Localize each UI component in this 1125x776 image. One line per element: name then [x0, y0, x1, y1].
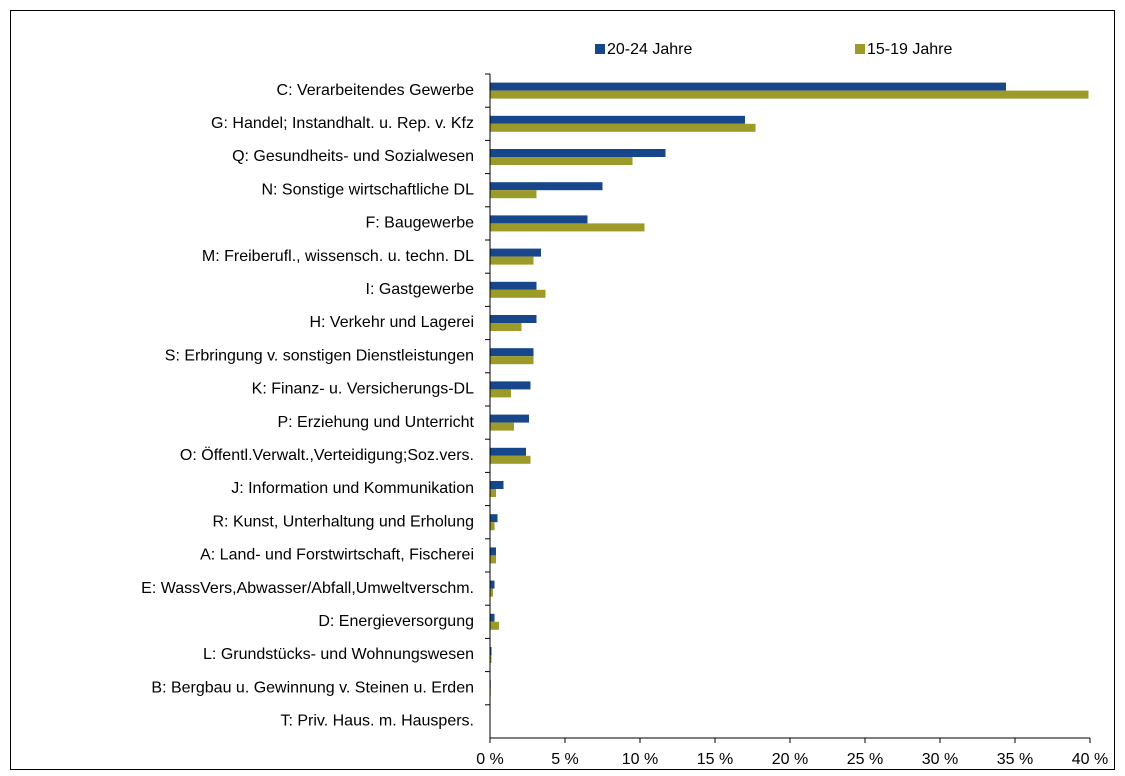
y-tick-label: E: WassVers,Abwasser/Abfall,Umweltversch… — [141, 580, 474, 597]
y-tick-label: L: Grundstücks- und Wohnungswesen — [203, 646, 474, 663]
y-tick-label: Q: Gesundheits- und Sozialwesen — [232, 148, 474, 165]
y-tick-label: H: Verkehr und Lagerei — [309, 314, 474, 331]
bar — [490, 613, 495, 622]
y-tick-label: S: Erbringung v. sonstigen Dienstleistun… — [165, 347, 474, 364]
legend-label: 20-24 Jahre — [607, 41, 692, 58]
y-tick-label: T: Priv. Haus. m. Hauspers. — [280, 713, 474, 730]
bar — [490, 190, 537, 199]
bar — [490, 588, 493, 597]
bar — [490, 447, 526, 456]
bar — [490, 82, 1006, 91]
y-tick-label: F: Baugewerbe — [365, 215, 474, 232]
bar — [490, 281, 537, 290]
x-tick-label: 10 % — [622, 751, 658, 768]
bar — [490, 149, 666, 157]
bar — [490, 223, 645, 232]
legend-swatch — [855, 44, 865, 54]
bar — [490, 389, 511, 398]
legend-swatch — [595, 44, 605, 54]
x-tick-label: 5 % — [551, 751, 579, 768]
bar — [490, 422, 514, 431]
y-tick-label: O: Öffentl.Verwalt.,Verteidigung;Soz.ver… — [180, 446, 474, 464]
y-tick-label: B: Bergbau u. Gewinnung v. Steinen u. Er… — [151, 679, 474, 696]
legend-label: 15-19 Jahre — [867, 41, 952, 58]
x-tick-label: 25 % — [847, 751, 883, 768]
bar — [490, 547, 496, 556]
bar — [490, 522, 495, 531]
chart-border — [10, 10, 1115, 770]
x-tick-label: 35 % — [997, 751, 1033, 768]
bar — [490, 489, 496, 497]
bar — [490, 580, 495, 589]
bar — [490, 248, 541, 257]
x-tick-label: 15 % — [697, 751, 733, 768]
bar — [490, 157, 633, 165]
bar — [490, 90, 1089, 99]
y-tick-label: I: Gastgewerbe — [366, 281, 475, 298]
bar — [490, 315, 537, 323]
bar — [490, 647, 492, 655]
bar — [490, 323, 522, 331]
bar — [490, 123, 756, 132]
y-tick-label: D: Energieversorgung — [318, 613, 474, 630]
bar — [490, 621, 499, 630]
bar — [490, 381, 531, 390]
y-tick-label: J: Information und Kommunikation — [231, 480, 474, 497]
x-tick-label: 0 % — [476, 751, 504, 768]
x-tick-label: 20 % — [772, 751, 808, 768]
y-tick-label: G: Handel; Instandhalt. u. Rep. v. Kfz — [211, 115, 474, 132]
y-tick-label: N: Sonstige wirtschaftliche DL — [261, 181, 474, 198]
bar — [490, 514, 498, 523]
y-tick-label: P: Erziehung und Unterricht — [277, 414, 474, 431]
bar — [490, 655, 492, 663]
bar — [490, 182, 603, 191]
x-tick-label: 30 % — [922, 751, 958, 768]
x-tick-label: 40 % — [1072, 751, 1108, 768]
bar — [490, 455, 531, 464]
y-tick-label: C: Verarbeitendes Gewerbe — [277, 82, 475, 99]
y-tick-label: M: Freiberufl., wissensch. u. techn. DL — [202, 248, 474, 265]
bar — [490, 356, 534, 365]
bar — [490, 348, 534, 357]
bar — [490, 555, 496, 564]
bar — [490, 481, 504, 489]
bar — [490, 256, 534, 265]
y-tick-label: R: Kunst, Unterhaltung und Erholung — [213, 513, 475, 530]
y-tick-label: A: Land- und Forstwirtschaft, Fischerei — [200, 547, 474, 564]
bar — [490, 215, 588, 224]
y-tick-label: K: Finanz- u. Versicherungs-DL — [252, 381, 474, 398]
bar — [490, 414, 529, 423]
bar — [490, 115, 745, 124]
bar — [490, 289, 546, 298]
